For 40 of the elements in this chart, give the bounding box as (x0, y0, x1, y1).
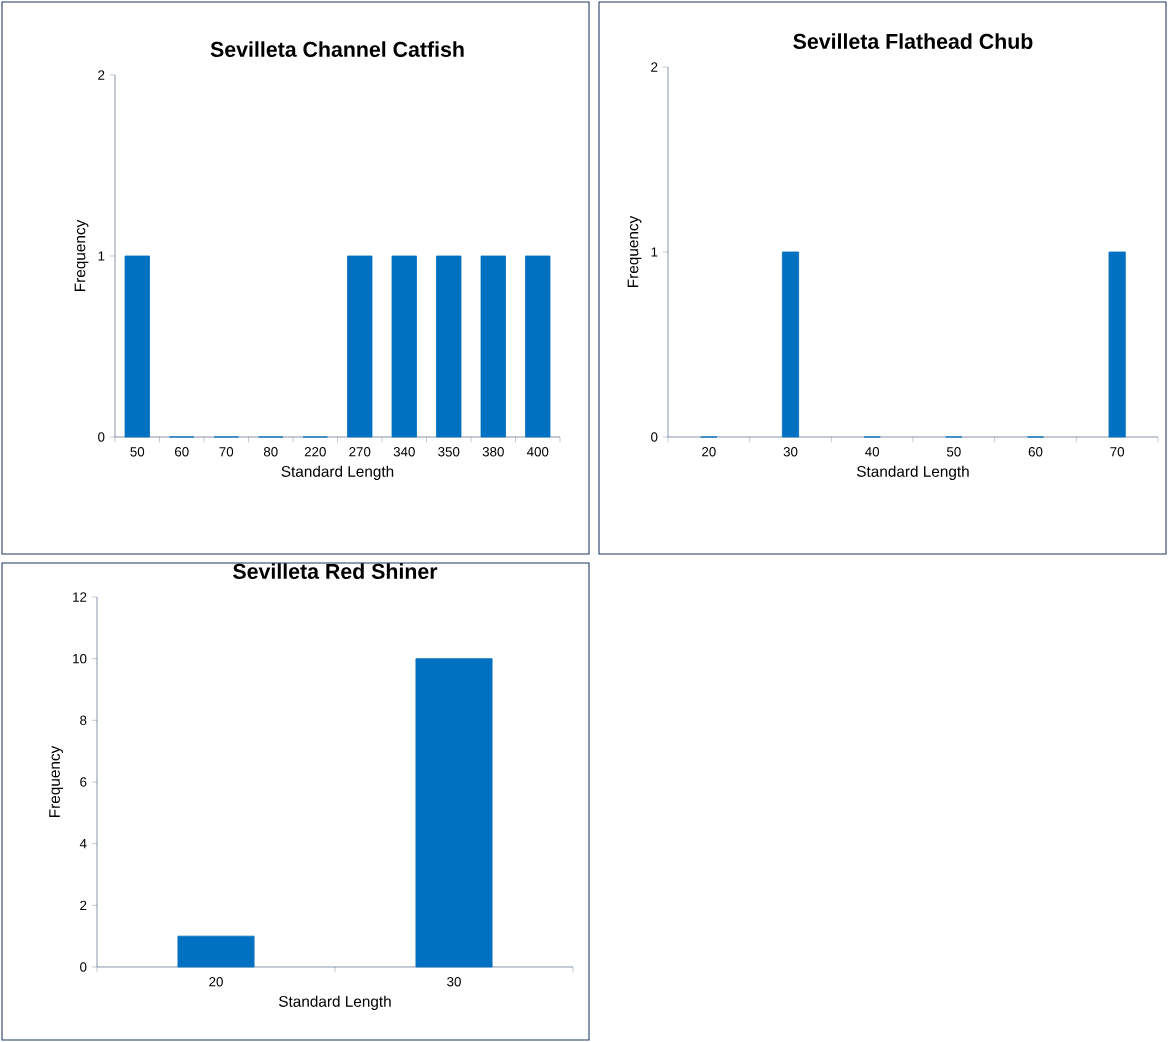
x-axis-title: Standard Length (279, 995, 391, 1010)
y-tick-label: 1 (651, 247, 658, 257)
chart-title: Sevilleta Red Shiner (233, 563, 438, 579)
y-tick-label: 2 (651, 62, 658, 72)
x-axis-title: Standard Length (856, 465, 969, 480)
x-axis-title: Standard Length (281, 465, 394, 480)
x-tick-label: 60 (1028, 447, 1043, 457)
x-tick-label: 70 (219, 447, 234, 457)
x-tick-label: 20 (702, 447, 716, 457)
y-tick-label: 6 (80, 777, 87, 787)
x-tick-label: 380 (482, 447, 504, 457)
x-tick-label: 50 (946, 447, 961, 457)
y-tick-label: 4 (79, 839, 87, 849)
x-tick-label: 30 (783, 447, 798, 457)
x-tick-label: 60 (175, 447, 189, 457)
y-tick-label: 2 (98, 70, 105, 80)
x-tick-label: 20 (209, 977, 223, 987)
chart-title: Sevilleta Flathead Chub (793, 33, 1033, 49)
y-axis-title: Frequency (74, 219, 89, 291)
y-axis-title: Frequency (627, 215, 642, 287)
y-tick-label: 0 (651, 432, 658, 442)
y-tick-label: 8 (80, 715, 87, 726)
y-tick-label: 2 (80, 900, 87, 910)
x-tick-label: 350 (438, 447, 460, 457)
x-tick-label: 40 (865, 447, 880, 457)
y-tick-label: 0 (80, 962, 87, 972)
x-tick-label: 30 (447, 977, 461, 987)
x-tick-label: 70 (1110, 447, 1125, 457)
x-tick-label: 50 (130, 447, 145, 457)
x-tick-label: 80 (263, 447, 278, 457)
y-tick-label: 10 (73, 653, 87, 664)
y-tick-label: 1 (98, 251, 105, 261)
chart-title: Sevilleta Channel Catfish (210, 41, 464, 57)
x-tick-label: 270 (349, 447, 371, 457)
y-axis-title: Frequency (49, 745, 63, 817)
x-tick-label: 340 (393, 447, 415, 457)
x-tick-label: 400 (526, 447, 549, 457)
y-tick-label: 12 (73, 592, 87, 602)
y-tick-label: 0 (98, 432, 105, 442)
x-tick-label: 220 (304, 447, 326, 457)
